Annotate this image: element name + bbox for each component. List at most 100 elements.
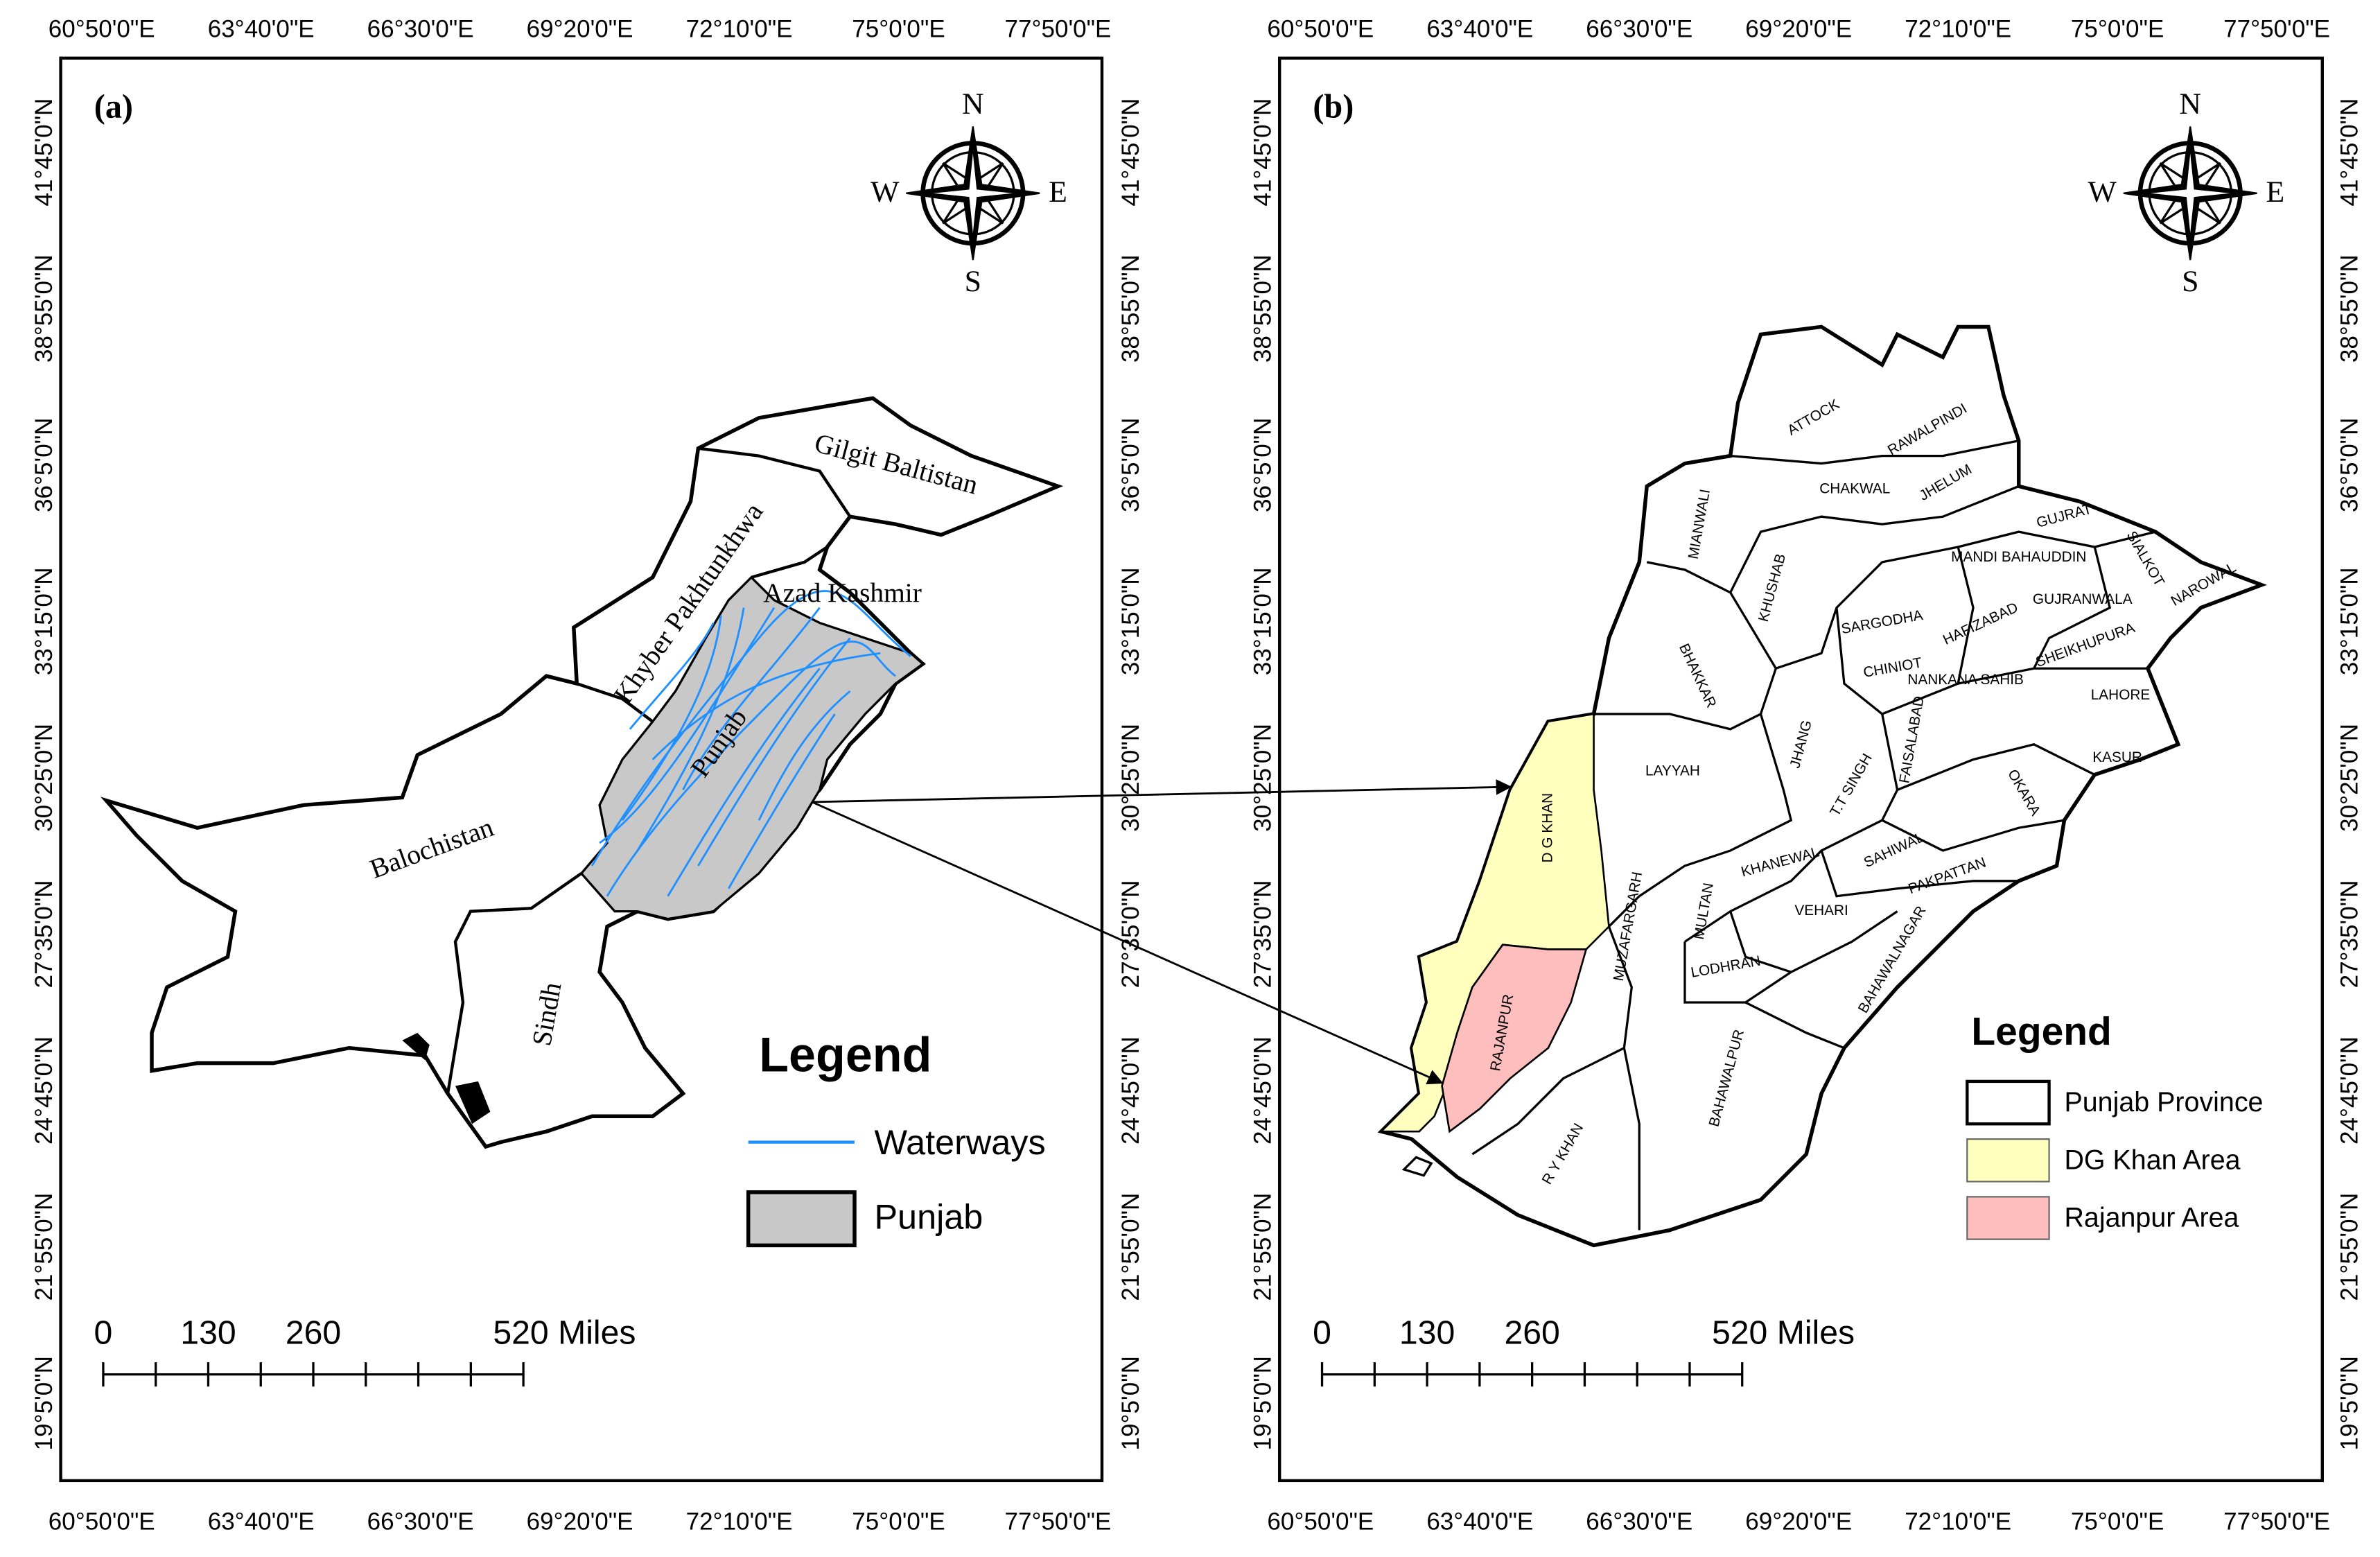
arrow — [812, 801, 1444, 1085]
legend-swatch — [1966, 1196, 2050, 1240]
longitude-label: 77°50'0"E — [2223, 1508, 2330, 1535]
latitude-label: 36°5'0"N — [30, 418, 58, 512]
longitude-label: 69°20'0"E — [527, 16, 633, 43]
region-label: Azad Kashmir — [763, 577, 922, 608]
legend-label: Punjab Province — [2064, 1087, 2263, 1117]
compass-label: S — [2182, 265, 2198, 298]
latitude-label: 36°5'0"N — [1250, 418, 1277, 512]
panel-label: (b) — [1313, 88, 1354, 125]
district-label: KASUR — [2092, 749, 2142, 765]
legend-title: Legend — [759, 1028, 931, 1082]
longitude-label: 63°40'0"E — [208, 1508, 315, 1535]
latitude-label: 41°45'0"N — [1250, 98, 1277, 207]
legend-label: DG Khan Area — [2064, 1145, 2240, 1175]
latitude-label: 27°35'0"N — [30, 880, 58, 989]
latitude-label: 41°45'0"N — [1117, 98, 1144, 207]
longitude-label: 60°50'0"E — [49, 1508, 155, 1535]
scale-label: 130 — [180, 1314, 236, 1351]
latitude-label: 38°55'0"N — [1250, 254, 1277, 363]
scale-label: 130 — [1399, 1314, 1455, 1351]
longitude-label: 75°0'0"E — [2071, 1508, 2164, 1535]
legend-swatch — [746, 1190, 857, 1248]
latitude-label: 33°15'0"N — [30, 567, 58, 675]
longitude-label: 69°20'0"E — [527, 1508, 633, 1535]
compass-label: E — [2266, 175, 2285, 209]
latitude-label: 19°5'0"N — [2336, 1356, 2363, 1450]
latitude-label: 21°55'0"N — [1117, 1193, 1144, 1301]
longitude-label: 77°50'0"E — [1005, 1508, 1112, 1535]
latitude-label: 19°5'0"N — [30, 1356, 58, 1450]
latitude-label: 19°5'0"N — [1117, 1356, 1144, 1450]
scale-label: 260 — [286, 1314, 341, 1351]
longitude-label: 77°50'0"E — [2223, 16, 2330, 43]
latitude-label: 36°5'0"N — [1117, 418, 1144, 512]
compass-star — [2144, 147, 2237, 239]
latitude-label: 38°55'0"N — [30, 254, 58, 363]
longitude-label: 75°0'0"E — [2071, 16, 2164, 43]
latitude-label: 24°45'0"N — [30, 1036, 58, 1145]
latitude-label: 24°45'0"N — [1250, 1036, 1277, 1145]
latitude-label: 27°35'0"N — [1250, 880, 1277, 989]
pakistan-map — [100, 396, 1064, 1149]
legend-label: Waterways — [874, 1122, 1045, 1162]
legend-label: Rajanpur Area — [2064, 1203, 2239, 1233]
latitude-label: 36°5'0"N — [2336, 418, 2363, 512]
scale-label: 520 Miles — [493, 1314, 636, 1351]
longitude-label: 60°50'0"E — [1267, 1508, 1374, 1535]
longitude-label: 77°50'0"E — [1005, 16, 1112, 43]
latitude-label: 38°55'0"N — [1117, 254, 1144, 363]
legend-swatch — [1966, 1138, 2050, 1183]
latitude-label: 27°35'0"N — [1117, 880, 1144, 989]
arrow — [812, 779, 1512, 803]
district-label: GUJRANWALA — [2033, 591, 2133, 607]
latitude-label: 30°25'0"N — [1117, 724, 1144, 832]
longitude-label: 69°20'0"E — [1745, 16, 1852, 43]
longitude-label: 66°30'0"E — [367, 16, 474, 43]
district-label: CHAKWAL — [1819, 480, 1890, 496]
latitude-label: 21°55'0"N — [2336, 1193, 2363, 1301]
longitude-label: 69°20'0"E — [1745, 1508, 1852, 1535]
legend-label: Punjab — [874, 1197, 983, 1237]
compass-label: S — [965, 265, 981, 298]
latitude-label: 30°25'0"N — [1250, 724, 1277, 832]
longitude-label: 66°30'0"E — [1586, 16, 1692, 43]
legend-title: Legend — [1971, 1009, 2111, 1054]
longitude-label: 72°10'0"E — [1905, 1508, 2011, 1535]
compass-label: W — [870, 175, 900, 209]
latitude-label: 24°45'0"N — [2336, 1036, 2363, 1145]
longitude-label: 75°0'0"E — [852, 16, 945, 43]
scale-label: 260 — [1504, 1314, 1559, 1351]
latitude-label: 41°45'0"N — [30, 98, 58, 207]
longitude-label: 60°50'0"E — [1267, 16, 1374, 43]
longitude-label: 63°40'0"E — [1426, 1508, 1533, 1535]
district-label: LAHORE — [2091, 687, 2151, 703]
longitude-label: 72°10'0"E — [686, 16, 793, 43]
legend-swatch — [1966, 1079, 2051, 1126]
latitude-label: 24°45'0"N — [1117, 1036, 1144, 1145]
compass-star — [927, 147, 1019, 239]
latitude-label: 41°45'0"N — [2336, 98, 2363, 207]
longitude-label: 66°30'0"E — [367, 1508, 474, 1535]
latitude-label: 33°15'0"N — [2336, 567, 2363, 675]
latitude-label: 21°55'0"N — [1250, 1193, 1277, 1301]
scale-label: 520 Miles — [1712, 1314, 1855, 1351]
latitude-label: 33°15'0"N — [1117, 567, 1144, 675]
compass — [906, 126, 1040, 261]
latitude-label: 30°25'0"N — [2336, 724, 2363, 832]
punjab-map — [1377, 324, 2267, 1248]
latitude-label: 38°55'0"N — [2336, 254, 2363, 363]
district-label: D G KHAN — [1539, 793, 1555, 863]
compass — [2123, 126, 2257, 261]
compass-label: W — [2088, 175, 2117, 209]
panel-label: (a) — [94, 88, 133, 125]
compass-label: N — [2179, 87, 2201, 121]
district-label: LAYYAH — [1645, 763, 1700, 779]
longitude-label: 72°10'0"E — [1905, 16, 2011, 43]
latitude-label: 27°35'0"N — [2336, 880, 2363, 989]
district-label: MANDI BAHAUDDIN — [1951, 549, 2086, 565]
district-label: VEHARI — [1794, 903, 1848, 919]
longitude-label: 63°40'0"E — [208, 16, 315, 43]
latitude-label: 21°55'0"N — [30, 1193, 58, 1301]
scale-label: 0 — [94, 1314, 113, 1351]
